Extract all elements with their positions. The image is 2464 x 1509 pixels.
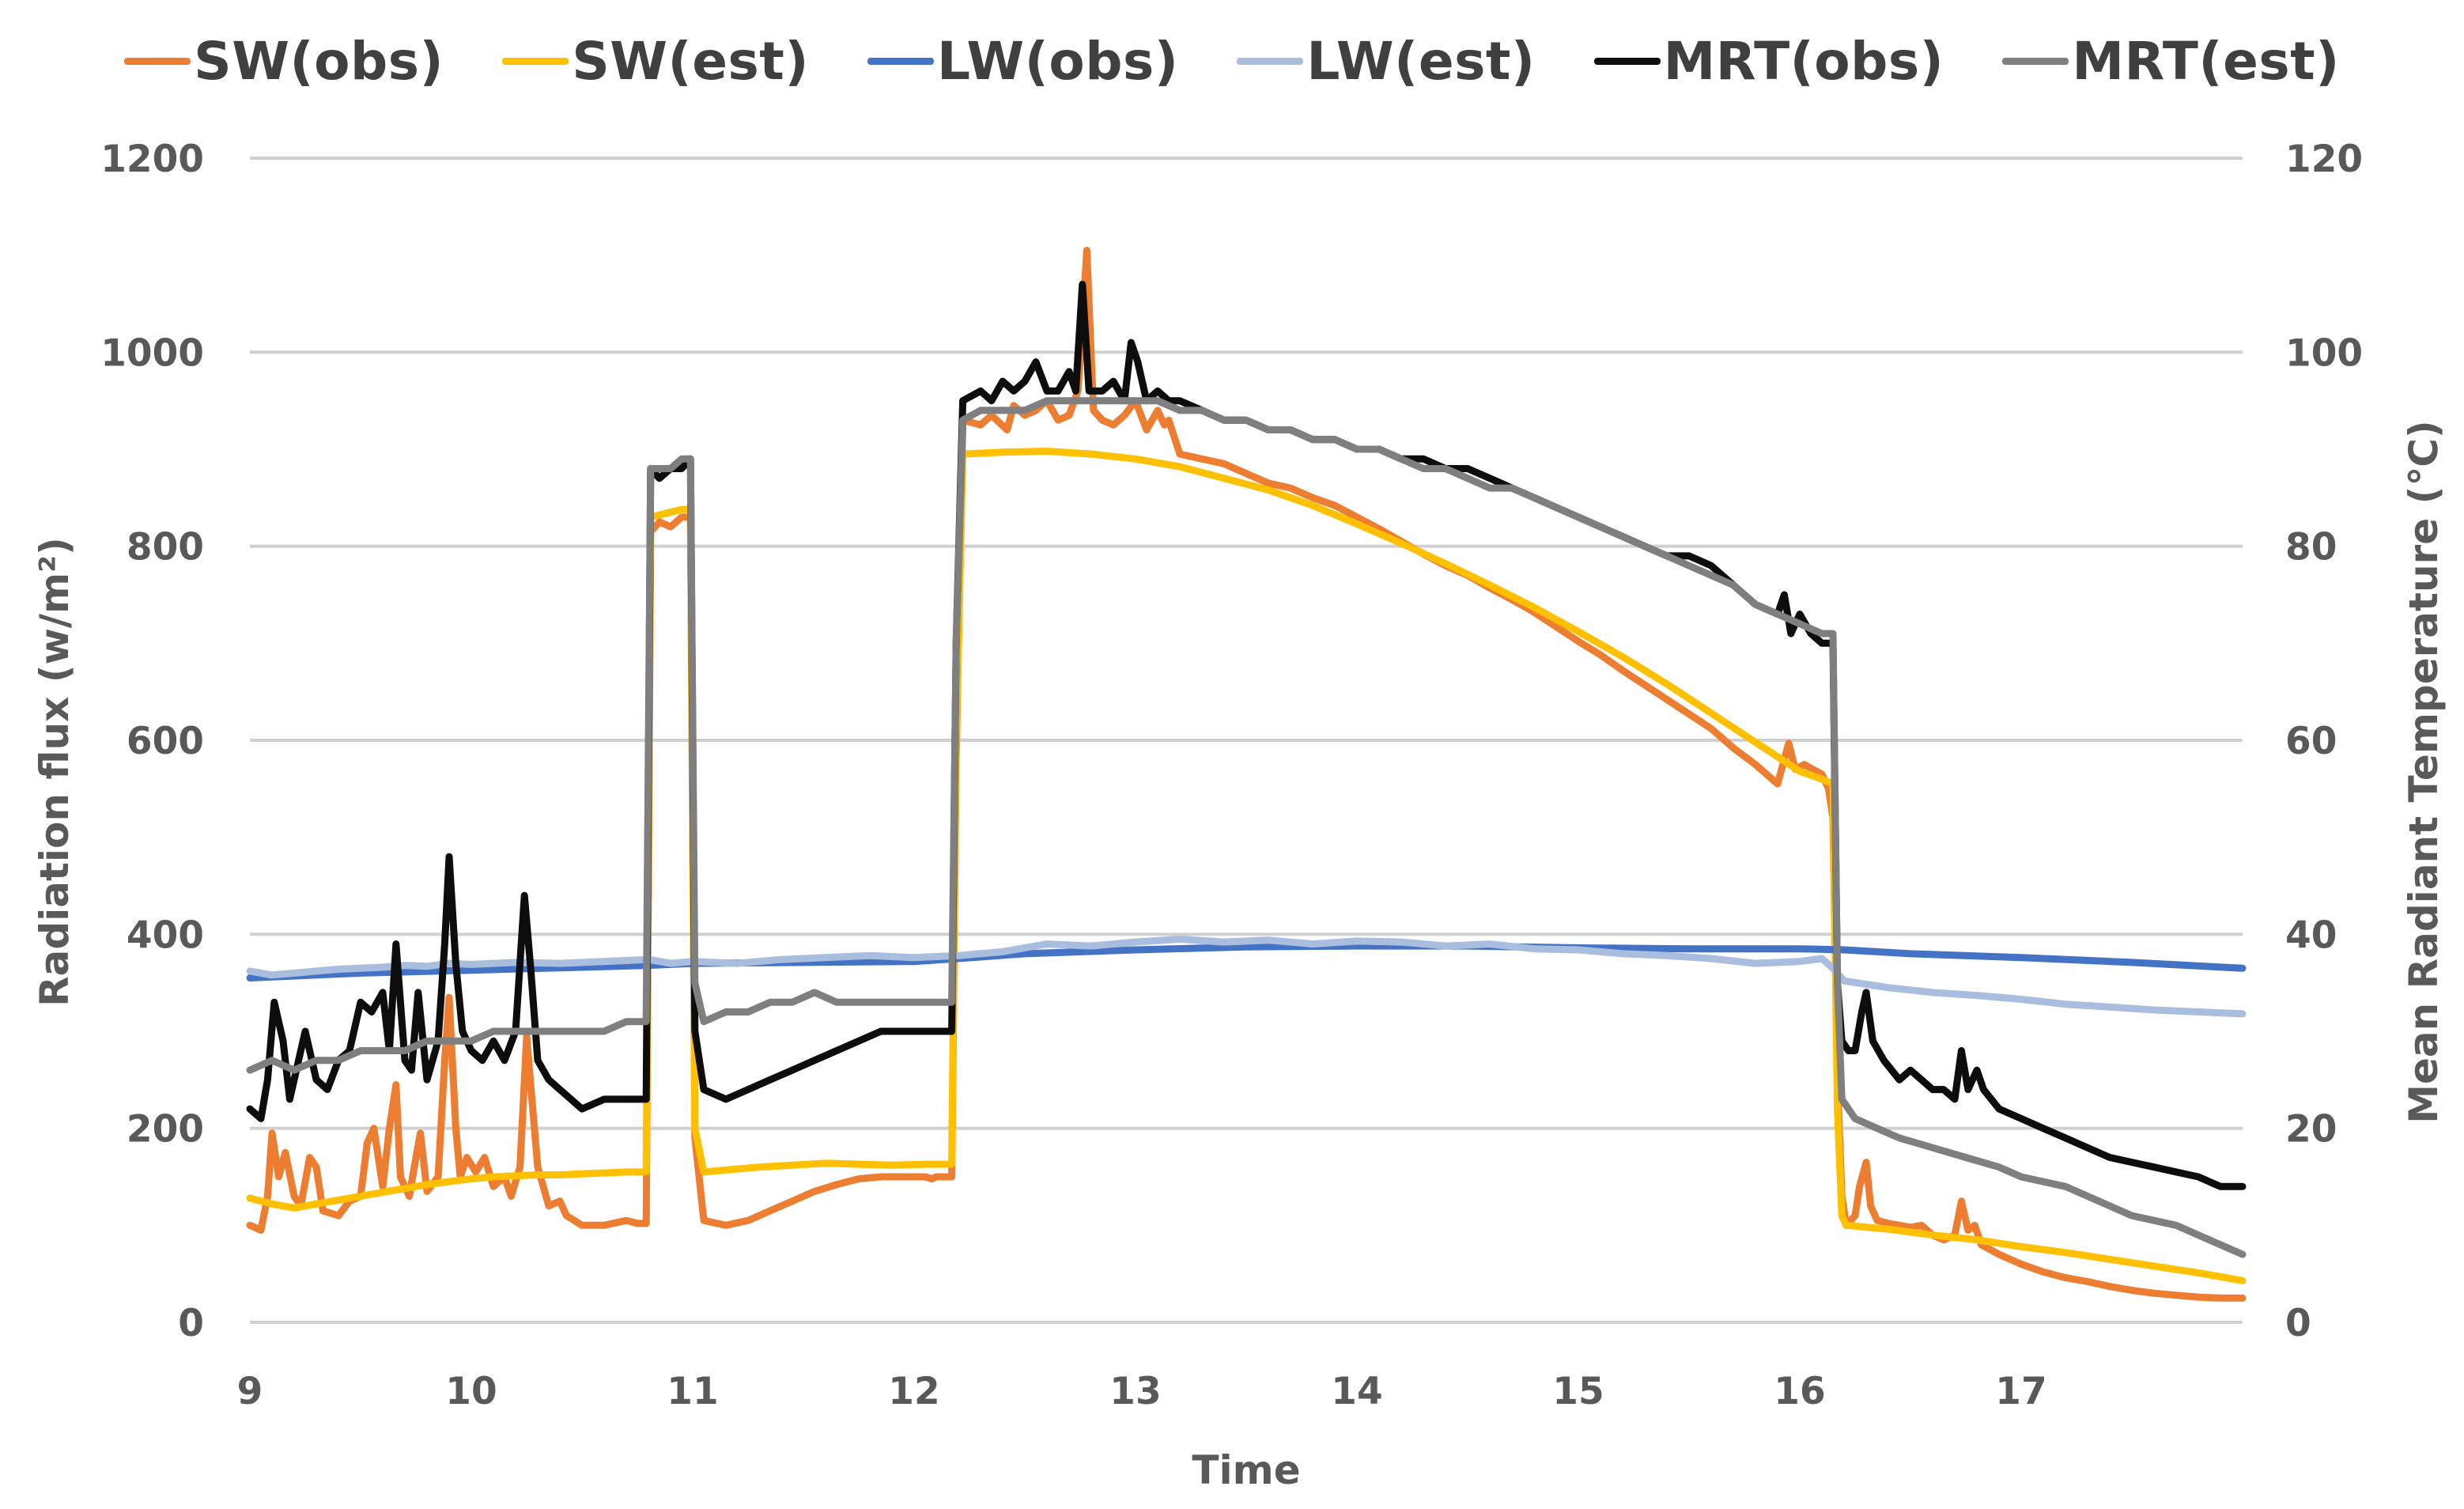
legend-label: SW(obs) bbox=[194, 30, 444, 92]
y2-tick-label: 0 bbox=[2285, 1302, 2311, 1345]
legend-label: LW(obs) bbox=[936, 30, 1179, 92]
y-tick-label: 1200 bbox=[100, 138, 204, 181]
y-tick-label: 200 bbox=[127, 1108, 204, 1152]
legend-swatch bbox=[867, 57, 934, 65]
legend-item-lw-obs: LW(obs) bbox=[867, 31, 1178, 92]
legend-item-mrt-obs: MRT(obs) bbox=[1593, 30, 1944, 92]
x-tick-label: 15 bbox=[1552, 1370, 1604, 1413]
y2-tick-label: 40 bbox=[2285, 913, 2337, 957]
legend: SW(obs) SW(est) LW(obs) LW(est) MRT(obs) MRT(… bbox=[0, 17, 2464, 104]
y-tick-label: 1000 bbox=[100, 331, 204, 375]
x-axis-title: Time bbox=[1192, 1447, 1300, 1493]
series-line-lw-obs bbox=[246, 942, 2247, 981]
x-tick-label: 10 bbox=[445, 1370, 497, 1413]
legend-label: SW(est) bbox=[572, 30, 809, 92]
x-tick-label: 12 bbox=[888, 1370, 939, 1413]
legend-swatch bbox=[1593, 57, 1661, 65]
x-tick-label: 11 bbox=[667, 1370, 718, 1413]
y-tick-label: 600 bbox=[127, 720, 204, 763]
legend-label: LW(est) bbox=[1306, 30, 1536, 92]
y2-tick-label: 20 bbox=[2285, 1108, 2337, 1152]
legend-swatch bbox=[124, 57, 191, 65]
y-tick-label: 400 bbox=[127, 913, 204, 957]
legend-item-lw-est: LW(est) bbox=[1237, 31, 1535, 92]
x-tick-label: 17 bbox=[1995, 1370, 2046, 1413]
y2-axis-title: Mean Radiant Temperature (℃) bbox=[2401, 420, 2447, 1124]
legend-item-sw-obs: SW(obs) bbox=[124, 31, 444, 92]
legend-label: MRT(est) bbox=[2072, 30, 2340, 92]
y2-tick-label: 60 bbox=[2285, 720, 2337, 763]
legend-item-mrt-est: MRT(est) bbox=[2002, 31, 2339, 92]
legend-swatch bbox=[1237, 57, 1304, 65]
series-line-sw-obs bbox=[246, 247, 2247, 1302]
legend-item-sw-est: SW(est) bbox=[502, 31, 809, 92]
y-axis-title: Radiation flux (w/m²) bbox=[32, 537, 77, 1007]
x-tick-label: 13 bbox=[1109, 1370, 1161, 1413]
x-tick-label: 9 bbox=[237, 1370, 263, 1413]
x-tick-label: 14 bbox=[1331, 1370, 1382, 1413]
x-tick-label: 16 bbox=[1774, 1370, 1825, 1413]
series-line-mrt-est bbox=[246, 397, 2247, 1258]
y-tick-label: 0 bbox=[178, 1302, 204, 1345]
y2-tick-label: 120 bbox=[2285, 138, 2363, 181]
legend-swatch bbox=[502, 57, 569, 65]
y2-tick-label: 80 bbox=[2285, 526, 2337, 569]
series-line-mrt-obs bbox=[246, 281, 2247, 1190]
y2-tick-label: 100 bbox=[2285, 331, 2363, 375]
legend-label: MRT(obs) bbox=[1663, 30, 1944, 92]
legend-swatch bbox=[2002, 57, 2069, 65]
y-tick-label: 800 bbox=[127, 526, 204, 569]
series-line-sw-est bbox=[246, 448, 2247, 1284]
